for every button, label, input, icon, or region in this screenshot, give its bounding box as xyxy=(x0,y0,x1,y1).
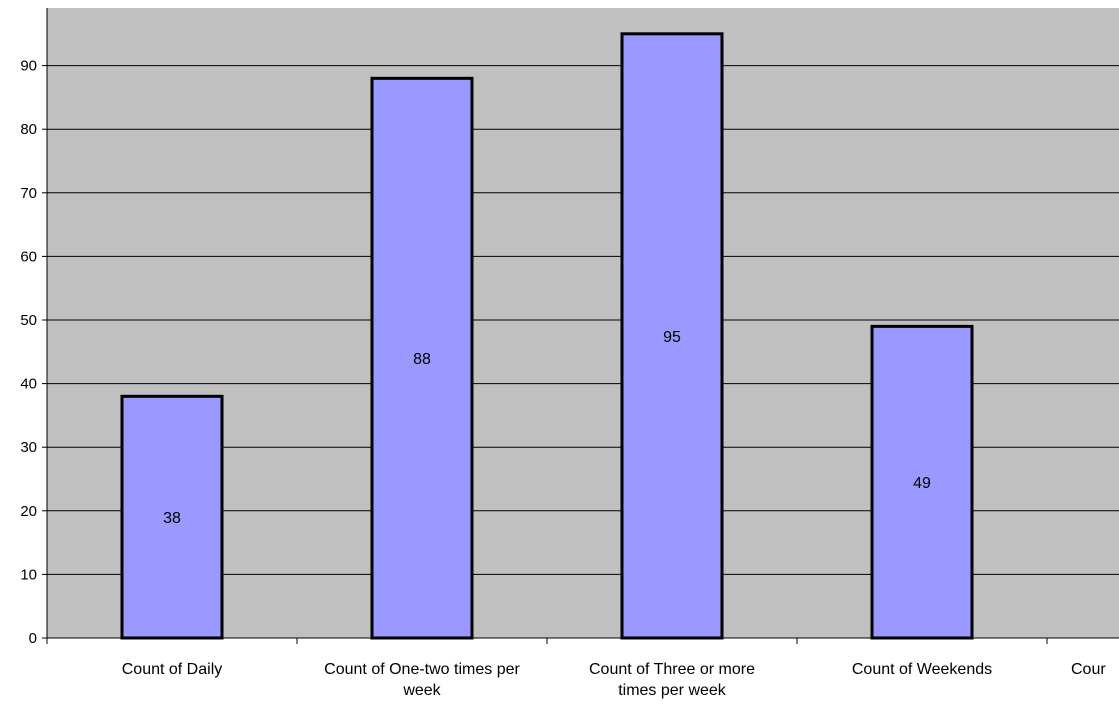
y-tick-label: 60 xyxy=(20,248,37,265)
x-axis: Count of Daily Count of One-two times per… xyxy=(47,638,1119,699)
bar-value-label: 95 xyxy=(663,329,681,346)
y-tick-label: 40 xyxy=(20,376,37,393)
x-tick-label: Cour xyxy=(1071,661,1106,678)
x-tick-label: Count of Daily xyxy=(122,661,223,678)
x-tick-label: Count of One-two times per xyxy=(324,661,520,678)
y-tick-label: 80 xyxy=(20,121,37,138)
y-axis: 0 10 20 30 40 50 60 70 80 90 xyxy=(20,8,47,647)
x-tick-label: Count of Weekends xyxy=(852,661,992,678)
y-tick-label: 50 xyxy=(20,312,37,329)
bar-value-label: 38 xyxy=(163,510,181,527)
bar-value-label: 49 xyxy=(913,475,931,492)
y-tick-label: 70 xyxy=(20,185,37,202)
x-tick-label: times per week xyxy=(618,682,727,699)
y-tick-label: 20 xyxy=(20,503,37,520)
y-tick-label: 10 xyxy=(20,566,37,583)
x-tick-label: week xyxy=(402,682,441,699)
y-tick-label: 0 xyxy=(29,630,37,647)
y-tick-label: 30 xyxy=(20,439,37,456)
y-tick-label: 90 xyxy=(20,58,37,75)
x-tick-label: Count of Three or more xyxy=(589,661,755,678)
bar-value-label: 88 xyxy=(413,351,431,368)
